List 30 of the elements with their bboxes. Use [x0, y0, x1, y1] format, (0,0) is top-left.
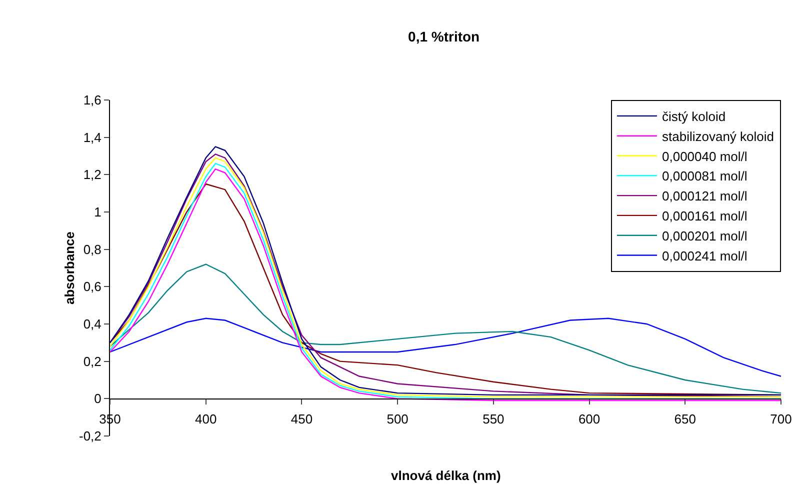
- y-tick-label: 0,6: [83, 279, 102, 294]
- line-series: [110, 318, 781, 377]
- y-tick-label: 0,8: [83, 242, 102, 257]
- x-tick-label: 450: [290, 411, 313, 426]
- x-tick-label: 600: [578, 411, 600, 426]
- legend-label: stabilizovaný koloid: [662, 128, 774, 144]
- y-tick-label: -0,2: [78, 428, 102, 444]
- y-tick-label: 0: [94, 391, 102, 406]
- x-tick-label: 500: [386, 411, 408, 426]
- x-axis-title: vlnová délka (nm): [391, 468, 501, 483]
- legend-label: 0,000241 mol/l: [662, 248, 748, 264]
- legend-label: 0,000161 mol/l: [662, 208, 748, 224]
- y-tick-label: 1: [94, 204, 102, 220]
- x-tick-label: 400: [195, 411, 217, 426]
- y-tick-label: 0,2: [83, 354, 102, 369]
- legend-label: 0,000201 mol/l: [662, 228, 748, 244]
- y-tick-label: 0,4: [83, 316, 102, 332]
- x-tick-label: 550: [482, 411, 504, 426]
- legend-label: čistý koloid: [662, 109, 726, 124]
- y-tick-label: 1,4: [83, 130, 102, 145]
- legend-label: 0,000121 mol/l: [662, 188, 748, 204]
- x-tick-label: 650: [674, 411, 696, 426]
- y-tick-label: 1,2: [83, 167, 102, 182]
- x-tick-label: 700: [770, 411, 792, 426]
- line-series: [110, 264, 781, 394]
- y-tick-label: 1,6: [83, 92, 102, 108]
- chart-title: 0,1 %triton: [408, 28, 480, 45]
- legend-label: 0,000081 mol/l: [662, 168, 748, 184]
- y-axis-title: absorbance: [62, 232, 77, 304]
- legend-label: 0,000040 mol/l: [662, 148, 748, 164]
